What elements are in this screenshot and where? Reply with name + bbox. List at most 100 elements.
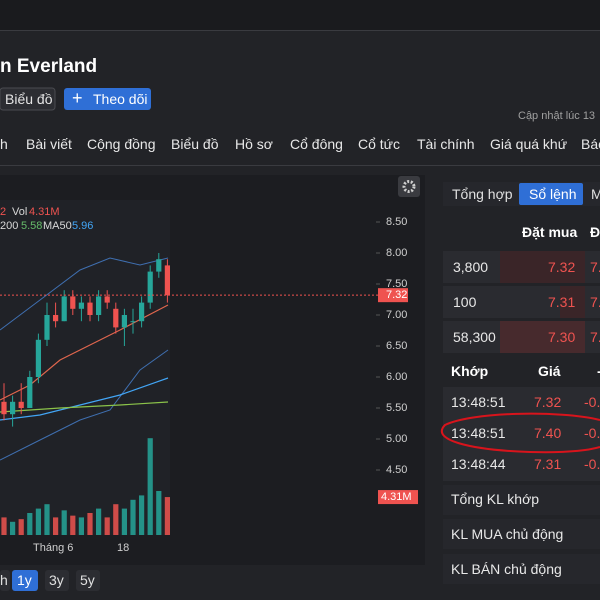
- last-price-box: [378, 288, 408, 303]
- ma200-line: [0, 401, 169, 413]
- volume-label: 4.31M: [381, 491, 412, 503]
- trade-time: 13:48:44: [451, 456, 506, 472]
- candle-body: [139, 302, 145, 322]
- button-label[interactable]: Biểu đồ: [5, 91, 53, 107]
- volume-bar: [96, 508, 102, 535]
- book-tab[interactable]: Tổng hợp: [452, 186, 513, 202]
- nav-tab[interactable]: Bài viết: [26, 136, 72, 152]
- volume-bar: [104, 517, 110, 535]
- stat-label: KL MUA chủ động: [451, 526, 564, 542]
- price-tick-label: 7.00: [386, 309, 407, 321]
- legend-text: 2: [0, 206, 7, 218]
- book-tab[interactable]: Sổ lệnh: [529, 186, 577, 202]
- bid-price: 7.30: [548, 329, 576, 345]
- volume-bar: [147, 438, 153, 535]
- band-upper: [0, 257, 169, 331]
- ask-price: 7.: [590, 294, 600, 310]
- trade-change: -0.: [584, 394, 600, 410]
- nav-tab[interactable]: Cộng đồng: [87, 136, 156, 152]
- nav-tab[interactable]: Cổ tức: [358, 136, 401, 152]
- annotation-ellipse: [440, 412, 600, 454]
- candle-body: [1, 401, 7, 415]
- range-button[interactable]: [0, 570, 10, 591]
- nav-tab[interactable]: h: [0, 136, 8, 152]
- volume-bar: [61, 510, 67, 535]
- range-button[interactable]: [45, 570, 69, 591]
- ma-line: [0, 304, 169, 401]
- volume-bar: [113, 504, 119, 535]
- bid-bar: [500, 321, 585, 353]
- gear-icon: [402, 180, 416, 193]
- volume-bar: [70, 515, 76, 535]
- volume-bar: [164, 497, 170, 535]
- nav-tab[interactable]: Cổ đông: [290, 136, 343, 152]
- volume-bar: [27, 513, 33, 535]
- candle-body: [96, 296, 102, 315]
- stat-label: Tổng KL khớp: [451, 491, 540, 507]
- plus-icon: +: [72, 88, 83, 108]
- band-lower: [0, 349, 169, 461]
- title: n Everland: [0, 56, 98, 77]
- range-label[interactable]: h: [0, 572, 8, 588]
- candle-body: [87, 302, 93, 315]
- legend-text: MA50: [43, 220, 72, 232]
- volume-bar: [87, 513, 93, 535]
- bid-volume: 3,800: [453, 259, 489, 275]
- nav-tab[interactable]: Báo: [581, 136, 600, 152]
- nav-tab[interactable]: Hồ sơ: [235, 136, 273, 152]
- bid-bar: [500, 251, 585, 283]
- last-price-label: 7.32: [386, 289, 407, 301]
- volume-bar: [121, 508, 127, 535]
- legend-text: 200: [0, 220, 19, 232]
- trade-price: 7.40: [534, 425, 562, 441]
- volume-bar: [35, 508, 41, 535]
- button-label[interactable]: Theo dõi: [93, 91, 148, 107]
- bid-price: 7.32: [548, 259, 576, 275]
- trade-time: 13:48:51: [451, 394, 506, 410]
- candle-body: [35, 339, 41, 377]
- legend-text: Vol: [12, 206, 28, 218]
- trade-row: [443, 417, 600, 449]
- x-axis-label: Tháng 6: [33, 542, 73, 554]
- range-button-active[interactable]: [12, 570, 38, 591]
- price-tick-label: 7.50: [386, 278, 407, 290]
- range-label[interactable]: 5y: [80, 572, 95, 588]
- volume-bar: [156, 491, 162, 535]
- price-tick-label: 5.50: [386, 402, 407, 414]
- book-tab[interactable]: M: [591, 186, 600, 202]
- ask-price: 7.: [590, 259, 600, 275]
- price-tick-label: 6.50: [386, 340, 407, 352]
- volume-box: [378, 490, 418, 505]
- nav-tab[interactable]: Tài chính: [417, 136, 475, 152]
- nav-tab[interactable]: Giá quá khứ: [490, 136, 568, 152]
- price-tick-label: 8.00: [386, 247, 407, 259]
- candle-body: [113, 308, 119, 328]
- column-header: Đ: [590, 224, 600, 240]
- range-label[interactable]: 3y: [49, 572, 64, 588]
- ma50-line: [0, 377, 169, 421]
- bid-volume: 100: [453, 294, 477, 310]
- nav-tab[interactable]: Biểu đồ: [171, 136, 219, 152]
- trade-time: 13:48:51: [451, 425, 506, 441]
- range-button[interactable]: [76, 570, 100, 591]
- column-header: -: [597, 363, 600, 379]
- range-label[interactable]: 1y: [17, 572, 32, 588]
- candle-body: [130, 321, 136, 323]
- volume-bar: [139, 495, 145, 535]
- bid-bar: [560, 286, 585, 318]
- volume-bar: [18, 519, 24, 535]
- candle-body: [44, 315, 50, 340]
- column-header: Giá: [538, 363, 561, 379]
- volume-bar: [44, 504, 50, 535]
- chart-button[interactable]: [0, 87, 56, 111]
- tab-active[interactable]: [519, 183, 583, 205]
- trade-row: [443, 449, 600, 481]
- candle-body: [104, 296, 110, 303]
- legend-text: 5.96: [72, 220, 94, 232]
- settings-button[interactable]: [398, 176, 420, 197]
- volume-bar: [53, 517, 59, 535]
- price-tick-label: 8.50: [386, 216, 407, 228]
- follow-button[interactable]: [64, 88, 151, 110]
